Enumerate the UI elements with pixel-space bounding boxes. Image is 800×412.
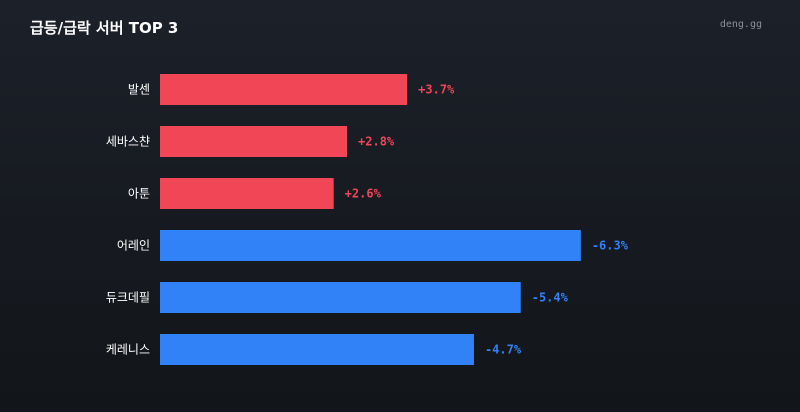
category-label-6: 케레니스 (106, 343, 150, 357)
bar-1 (160, 74, 408, 105)
category-label-4: 어레인 (117, 239, 150, 253)
bar-6 (160, 334, 474, 365)
category-label-1: 발센 (128, 83, 150, 97)
value-label-6: -4.7% (485, 343, 522, 357)
brand-watermark: deng.gg (719, 19, 762, 30)
chart-title: 급등/급락 서버 TOP 3 (30, 19, 179, 37)
category-label-3: 아툰 (128, 187, 150, 201)
value-label-1: +3.7% (418, 83, 455, 97)
value-label-5: -5.4% (532, 291, 569, 305)
category-label-2: 세바스챤 (106, 135, 150, 149)
value-label-4: -6.3% (592, 239, 629, 253)
value-label-3: +2.6% (345, 187, 382, 201)
bar-5 (160, 282, 521, 313)
category-label-5: 듀크데필 (106, 291, 150, 305)
value-label-2: +2.8% (358, 135, 395, 149)
bar-4 (160, 230, 581, 261)
bar-2 (160, 126, 348, 157)
bar-3 (160, 178, 334, 209)
